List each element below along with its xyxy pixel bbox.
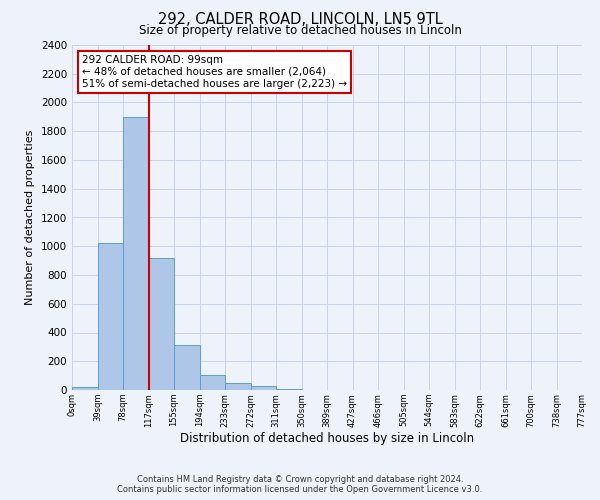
X-axis label: Distribution of detached houses by size in Lincoln: Distribution of detached houses by size … xyxy=(180,432,474,446)
Bar xyxy=(225,383,251,390)
Bar xyxy=(199,375,225,390)
Y-axis label: Number of detached properties: Number of detached properties xyxy=(25,130,35,305)
Text: Size of property relative to detached houses in Lincoln: Size of property relative to detached ho… xyxy=(139,24,461,37)
Bar xyxy=(97,244,123,390)
Bar xyxy=(251,386,276,390)
Bar xyxy=(149,258,174,390)
Text: Contains HM Land Registry data © Crown copyright and database right 2024.
Contai: Contains HM Land Registry data © Crown c… xyxy=(118,474,482,494)
Bar xyxy=(276,388,302,390)
Bar xyxy=(72,387,97,390)
Bar xyxy=(123,117,149,390)
Bar xyxy=(174,344,199,390)
Text: 292 CALDER ROAD: 99sqm
← 48% of detached houses are smaller (2,064)
51% of semi-: 292 CALDER ROAD: 99sqm ← 48% of detached… xyxy=(82,56,347,88)
Text: 292, CALDER ROAD, LINCOLN, LN5 9TL: 292, CALDER ROAD, LINCOLN, LN5 9TL xyxy=(158,12,442,28)
